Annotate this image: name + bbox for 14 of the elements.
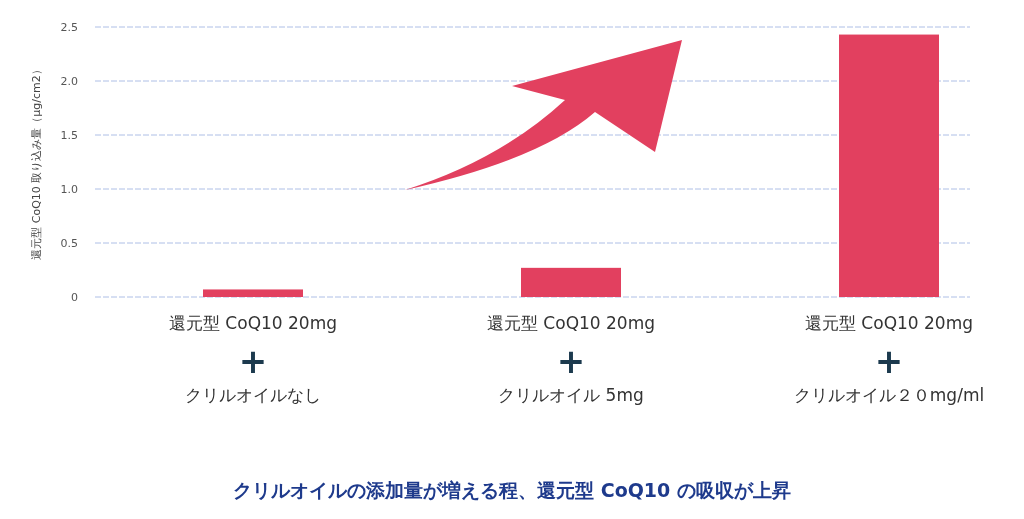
bar xyxy=(521,267,621,297)
x-tick-label: 還元型 CoQ10 20mg + クリルオイル 5mg xyxy=(486,313,656,405)
y-tick-label: 1.0 xyxy=(60,183,78,196)
text: クリルオイルの添加量が増える程、還元型 CoQ10 の吸収が上昇 xyxy=(233,479,791,501)
y-tick-label: 1.5 xyxy=(60,129,78,142)
bar xyxy=(839,34,939,297)
x-tick-label: 還元型 CoQ10 20mg + クリルオイルなし xyxy=(168,313,338,405)
x-tick-label: 還元型 CoQ10 20mg + クリルオイル２０mg/ml xyxy=(793,313,985,405)
bar xyxy=(203,289,303,297)
y-tick-label: 0.5 xyxy=(60,237,78,250)
y-axis-title: 還元型 CoQ10 取り込み量（μg/cm2） xyxy=(30,64,43,260)
y-tick-label: 0 xyxy=(71,291,78,304)
y-tick-label: 2.5 xyxy=(60,21,78,34)
y-tick-label: 2.0 xyxy=(60,75,78,88)
